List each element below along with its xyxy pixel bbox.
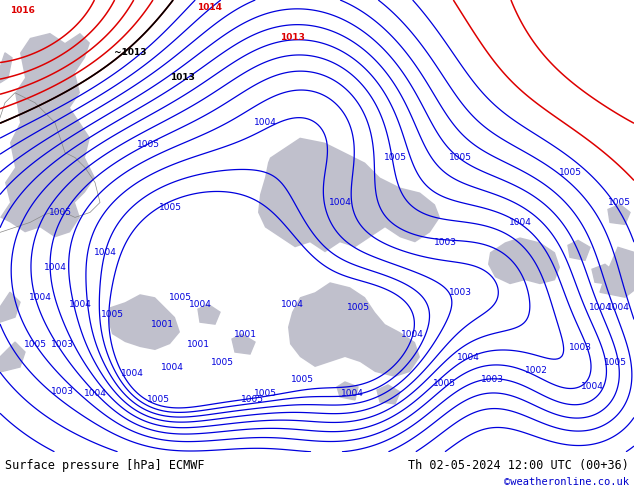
Text: 1005: 1005 [23,340,46,348]
Text: Th 02-05-2024 12:00 UTC (00+36): Th 02-05-2024 12:00 UTC (00+36) [408,459,629,472]
Polygon shape [232,334,255,354]
Text: 1004: 1004 [84,390,107,398]
Text: 1005: 1005 [347,303,370,312]
Text: 1001: 1001 [186,340,209,348]
Polygon shape [0,33,95,237]
Text: 1005: 1005 [448,153,472,162]
Polygon shape [377,385,400,404]
Text: 1004: 1004 [254,118,276,127]
Text: 1005: 1005 [158,203,181,212]
Text: 1004: 1004 [508,218,531,227]
Text: 1005: 1005 [146,395,169,404]
Polygon shape [600,247,634,297]
Text: 1004: 1004 [281,300,304,309]
Text: 1005: 1005 [240,395,264,404]
Text: 1005: 1005 [432,379,455,389]
Text: 1003: 1003 [569,343,592,351]
Polygon shape [568,241,590,260]
Text: 1004: 1004 [94,248,117,257]
Text: 1005: 1005 [210,358,233,367]
Polygon shape [198,304,220,324]
Text: 1004: 1004 [581,383,604,392]
Text: 1004: 1004 [188,300,211,309]
Text: 1005: 1005 [254,390,276,398]
Polygon shape [108,294,180,350]
Polygon shape [592,264,615,284]
Text: 1005: 1005 [290,375,313,385]
Text: 1004: 1004 [340,390,363,398]
Text: 1003: 1003 [51,388,74,396]
Text: 1003: 1003 [434,238,456,247]
Text: 1004: 1004 [456,352,479,362]
Text: 1004: 1004 [29,293,51,302]
Text: 1014: 1014 [198,3,223,12]
Text: 1005: 1005 [604,358,626,367]
Text: 1004: 1004 [120,369,143,378]
Text: 1001: 1001 [233,330,257,339]
Text: 1004: 1004 [588,303,611,312]
Text: 1005: 1005 [559,168,581,177]
Polygon shape [0,342,25,372]
Polygon shape [0,292,20,322]
Text: 1004: 1004 [607,303,630,312]
Text: 1005: 1005 [48,208,72,217]
Text: 1013: 1013 [169,74,195,82]
Text: 1005: 1005 [101,310,124,318]
Text: 1003: 1003 [481,375,503,385]
Polygon shape [488,237,560,284]
Text: 1013: 1013 [280,33,304,43]
Text: 1004: 1004 [44,263,67,272]
Text: 1001: 1001 [150,319,174,329]
Text: 1004: 1004 [68,300,91,309]
Text: 1005: 1005 [607,198,630,207]
Text: 1004: 1004 [328,198,351,207]
Text: 1002: 1002 [524,366,547,374]
Text: ©weatheronline.co.uk: ©weatheronline.co.uk [504,477,629,487]
Text: 1005: 1005 [169,293,191,302]
Text: 1005: 1005 [384,153,406,162]
Text: 1016: 1016 [10,6,34,16]
Text: ~1013: ~1013 [113,49,146,57]
Polygon shape [337,382,358,400]
Polygon shape [258,138,440,252]
Text: 1004: 1004 [160,363,183,371]
Text: 1004: 1004 [401,330,424,339]
Polygon shape [608,204,630,224]
Text: 1003: 1003 [448,288,472,297]
Polygon shape [0,53,12,83]
Polygon shape [288,282,420,377]
Text: 1003: 1003 [51,340,74,348]
Text: 1005: 1005 [136,140,160,149]
Text: Surface pressure [hPa] ECMWF: Surface pressure [hPa] ECMWF [5,459,205,472]
